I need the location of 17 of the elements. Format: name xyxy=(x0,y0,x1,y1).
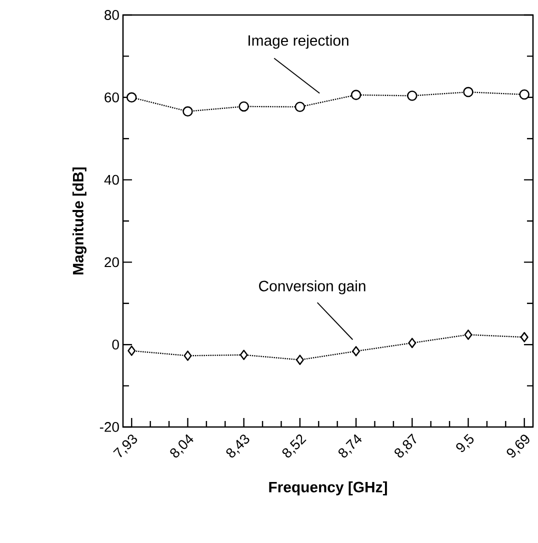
y-tick-label: 80 xyxy=(104,10,119,20)
x-tick-label: 9,69 xyxy=(506,434,530,458)
x-tick-label: 8,52 xyxy=(282,434,306,458)
y-tick-label: 20 xyxy=(104,257,119,268)
x-tick-label: 8,04 xyxy=(170,434,194,458)
x-tick-label: 8,74 xyxy=(338,434,362,458)
text: Conversion gain xyxy=(258,280,366,294)
y-tick-label: 60 xyxy=(104,92,119,102)
x-tick-label: 9,5 xyxy=(456,434,474,452)
y-axis-title: Magnitude [dB] xyxy=(72,167,86,274)
x-tick-label: 8,43 xyxy=(226,434,250,458)
y-tick-label: 0 xyxy=(112,340,119,350)
y-tick-label: 40 xyxy=(104,174,119,185)
x-axis-title: Frequency [GHz] xyxy=(269,481,387,496)
x-tick-label: 7,93 xyxy=(113,434,138,458)
y-tick-label: -20 xyxy=(100,422,119,432)
text: Image rejection xyxy=(248,34,348,49)
